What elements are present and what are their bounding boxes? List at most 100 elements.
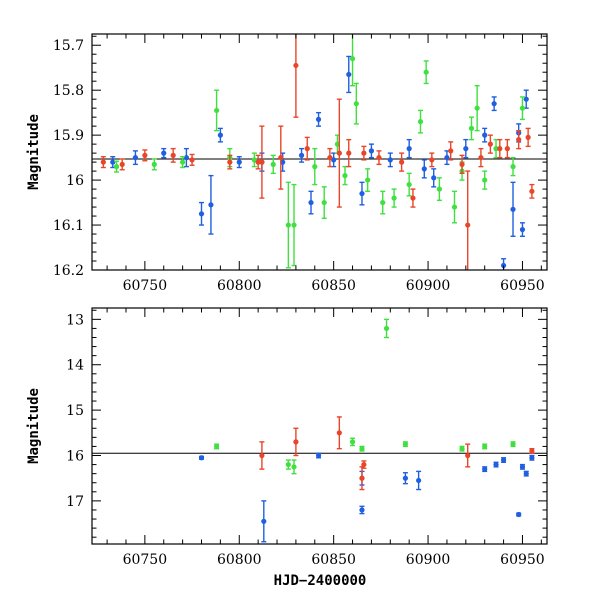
- bottom-panel: 13 14 15 16 17 60750 60800 60850 60900 60950 Mag…: [26, 307, 548, 589]
- bottom-x-tick-label: 60750: [123, 552, 168, 568]
- top-x-tick-label: 60900: [406, 278, 451, 294]
- top-red-data-point: [304, 146, 310, 152]
- bottom-red-data-point: [336, 430, 342, 436]
- top-red-data-point: [170, 152, 176, 158]
- top-blue-data-point: [161, 150, 167, 156]
- bottom-x-tick-label: 60950: [500, 552, 545, 568]
- bottom-x-tick-label: 60800: [217, 552, 262, 568]
- top-y-tick-label: 15.7: [53, 38, 84, 54]
- top-y-tick-label: 15.8: [53, 83, 84, 99]
- top-green-data-point: [180, 159, 186, 165]
- bottom-green-data-point: [359, 446, 365, 452]
- top-blue-data-point: [431, 175, 437, 181]
- top-blue-data-point: [519, 226, 526, 233]
- top-series-red: [100, 34, 535, 270]
- top-x-tick-label: 60800: [217, 278, 262, 294]
- top-green-data-point: [391, 195, 397, 201]
- top-axis-ticks: [92, 34, 547, 271]
- bottom-blue-data-point: [402, 475, 409, 481]
- bottom-y-tick-label: 14: [66, 358, 84, 374]
- top-x-tick-labels: 60750 60800 60850 60900 60950: [123, 278, 545, 294]
- top-green-data-point: [423, 69, 429, 75]
- top-blue-data-point: [236, 159, 242, 165]
- top-green-data-point: [353, 101, 359, 107]
- bottom-blue-data-point: [416, 477, 422, 484]
- bottom-green-data-point: [459, 446, 465, 452]
- top-green-data-point: [519, 105, 526, 111]
- top-red-data-point: [525, 134, 531, 140]
- bottom-y-tick-labels: 13 14 15 16 17: [66, 312, 84, 510]
- top-y-tick-labels: 15.7 15.8 15.9 16 16.1 16.2: [53, 38, 84, 279]
- bottom-blue-data-point: [198, 455, 205, 461]
- top-green-data-point: [270, 161, 276, 167]
- top-red-data-point: [100, 159, 106, 165]
- top-red-data-point: [336, 150, 342, 156]
- top-red-data-point: [376, 155, 382, 161]
- top-green-data-point: [493, 146, 499, 152]
- top-blue-data-point: [406, 146, 412, 152]
- top-red-data-point: [465, 222, 471, 228]
- top-red-data-point: [504, 146, 510, 152]
- bottom-series-red: [259, 416, 535, 491]
- bottom-series-green: [214, 318, 516, 475]
- top-green-data-point: [342, 173, 348, 179]
- top-red-data-point: [189, 157, 195, 163]
- bottom-green-data-point: [214, 443, 220, 450]
- bottom-red-data-point: [259, 452, 265, 459]
- top-green-data-point: [436, 186, 442, 192]
- top-green-data-point: [291, 222, 297, 228]
- bottom-y-axis-title: Magnitude: [26, 388, 42, 464]
- top-blue-data-point: [523, 96, 529, 102]
- top-blue-data-point: [308, 199, 314, 206]
- top-y-tick-label: 15.9: [53, 128, 84, 144]
- top-blue-data-point: [444, 155, 450, 161]
- top-blue-data-point: [510, 206, 516, 212]
- bottom-blue-data-point: [523, 471, 529, 477]
- top-green-data-point: [451, 204, 458, 210]
- top-red-data-point: [429, 157, 435, 163]
- top-green-data-point: [285, 222, 291, 228]
- top-blue-data-point: [346, 71, 352, 78]
- top-green-data-point: [406, 181, 412, 188]
- top-green-data-point: [380, 199, 386, 206]
- top-blue-data-point: [298, 152, 305, 158]
- top-series-blue: [110, 55, 529, 270]
- bottom-red-data-point: [465, 452, 471, 459]
- top-red-data-point: [259, 159, 265, 165]
- top-green-data-point: [474, 105, 480, 111]
- top-blue-data-point: [331, 157, 337, 163]
- top-green-data-point: [151, 161, 157, 167]
- x-axis-title: HJD−2400000: [274, 573, 367, 589]
- top-red-data-point: [497, 146, 503, 152]
- top-y-tick-label: 16.2: [53, 263, 84, 279]
- bottom-red-data-point: [359, 475, 365, 481]
- bottom-y-tick-label: 15: [66, 403, 84, 419]
- top-green-data-point: [113, 164, 120, 170]
- top-y-tick-label: 16.1: [53, 218, 84, 234]
- top-green-data-point: [417, 119, 424, 125]
- bottom-y-tick-label: 17: [66, 494, 84, 510]
- top-red-data-point: [478, 155, 484, 161]
- bottom-blue-data-point: [519, 464, 526, 470]
- top-green-data-point: [214, 107, 220, 114]
- top-x-tick-label: 60750: [123, 278, 168, 294]
- top-green-data-point: [349, 56, 356, 62]
- top-red-data-point: [278, 155, 284, 161]
- top-red-data-point: [516, 137, 522, 143]
- bottom-green-data-point: [349, 439, 356, 445]
- top-green-data-point: [312, 164, 318, 170]
- bottom-x-tick-label: 60900: [406, 552, 451, 568]
- bottom-blue-data-point: [315, 452, 322, 459]
- top-red-data-point: [293, 62, 299, 69]
- bottom-axis-ticks: [92, 308, 547, 544]
- top-green-data-point: [251, 157, 257, 163]
- top-plot-frame: [91, 33, 548, 271]
- top-red-data-point: [399, 159, 405, 165]
- top-red-data-point: [346, 150, 352, 156]
- bottom-green-data-point: [402, 441, 409, 447]
- top-scatter-points: [100, 34, 535, 270]
- bottom-blue-data-point: [493, 461, 499, 468]
- bottom-x-tick-label: 60850: [311, 552, 356, 568]
